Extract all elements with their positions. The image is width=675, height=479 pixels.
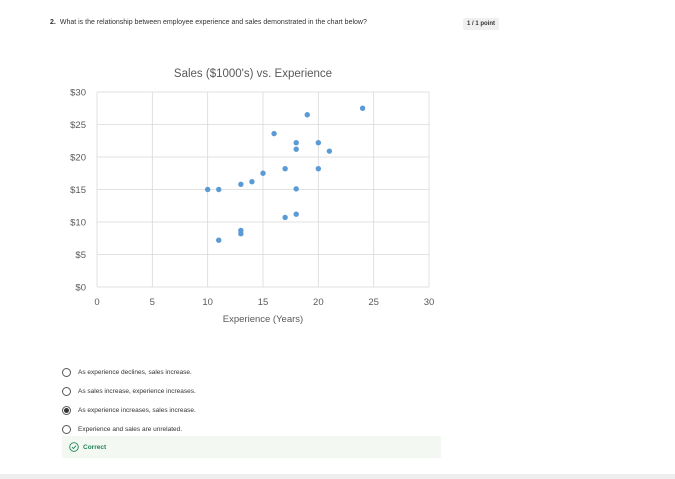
data-point [260,170,266,176]
data-point [282,214,288,221]
points-badge: 1 / 1 point [463,18,499,30]
radio-button[interactable] [62,406,71,415]
feedback-text: Correct [83,443,107,451]
x-axis-ticks: 0 5 10 15 20 25 30 [94,297,434,308]
data-point [304,112,310,118]
answer-option-label: As experience increases, sales increase. [78,407,196,414]
feedback-banner: Correct [62,436,441,458]
radio-button[interactable] [62,368,71,377]
y-tick-label: $20 [70,153,86,164]
radio-button[interactable] [62,425,71,434]
data-point [293,146,299,152]
data-point [326,148,333,154]
y-tick-label: $25 [70,120,86,131]
y-tick-label: $10 [70,218,86,229]
answer-option-1[interactable]: As experience declines, sales increase. [62,363,196,382]
x-tick-label: 15 [258,297,269,308]
answer-option-label: As experience declines, sales increase. [78,369,192,376]
x-tick-label: 5 [150,297,155,308]
data-point [293,186,299,192]
question-header: 2. What is the relationship between empl… [50,19,367,26]
data-point [238,227,244,234]
y-tick-label: $30 [70,88,86,99]
answer-options: As experience declines, sales increase. A… [62,363,196,439]
data-point [249,179,255,185]
y-tick-label: $5 [75,250,86,261]
chart-title: Sales ($1000's) vs. Experience [174,68,332,80]
answer-option-3[interactable]: As experience increases, sales increase. [62,401,196,420]
x-tick-label: 20 [313,297,324,308]
check-circle-icon [69,442,79,452]
x-tick-label: 0 [94,297,99,308]
data-point [204,186,211,193]
answer-option-2[interactable]: As sales increase, experience increases. [62,382,196,401]
x-tick-label: 10 [202,297,213,308]
data-point [216,237,222,243]
data-point [315,140,322,146]
data-point [359,105,366,111]
question-text: What is the relationship between employe… [59,19,367,26]
data-point [216,186,222,193]
x-axis-label: Experience (Years) [223,314,303,325]
y-tick-label: $0 [75,283,86,294]
y-axis-ticks: $0 $5 $10 $15 $20 $25 $30 [70,88,86,294]
chart-gridlines [96,91,430,288]
answer-option-4[interactable]: Experience and sales are unrelated. [62,420,196,439]
answer-option-label: Experience and sales are unrelated. [78,426,183,433]
x-tick-label: 25 [368,297,379,308]
y-tick-label: $15 [70,185,86,196]
data-point [238,181,244,187]
data-point [293,140,299,146]
data-points [204,105,366,243]
question-number: 2. [50,19,56,26]
bottom-scroll-bar [0,474,675,479]
data-point [282,166,288,172]
radio-dot [64,408,69,413]
radio-button[interactable] [62,387,71,396]
data-point [293,211,299,217]
data-point [315,166,322,172]
x-tick-label: 30 [424,297,435,308]
scatter-chart: Sales ($1000's) vs. Experience $0 $5 $10 $1… [70,68,434,325]
answer-option-label: As sales increase, experience increases. [78,388,196,395]
data-point [271,130,277,137]
